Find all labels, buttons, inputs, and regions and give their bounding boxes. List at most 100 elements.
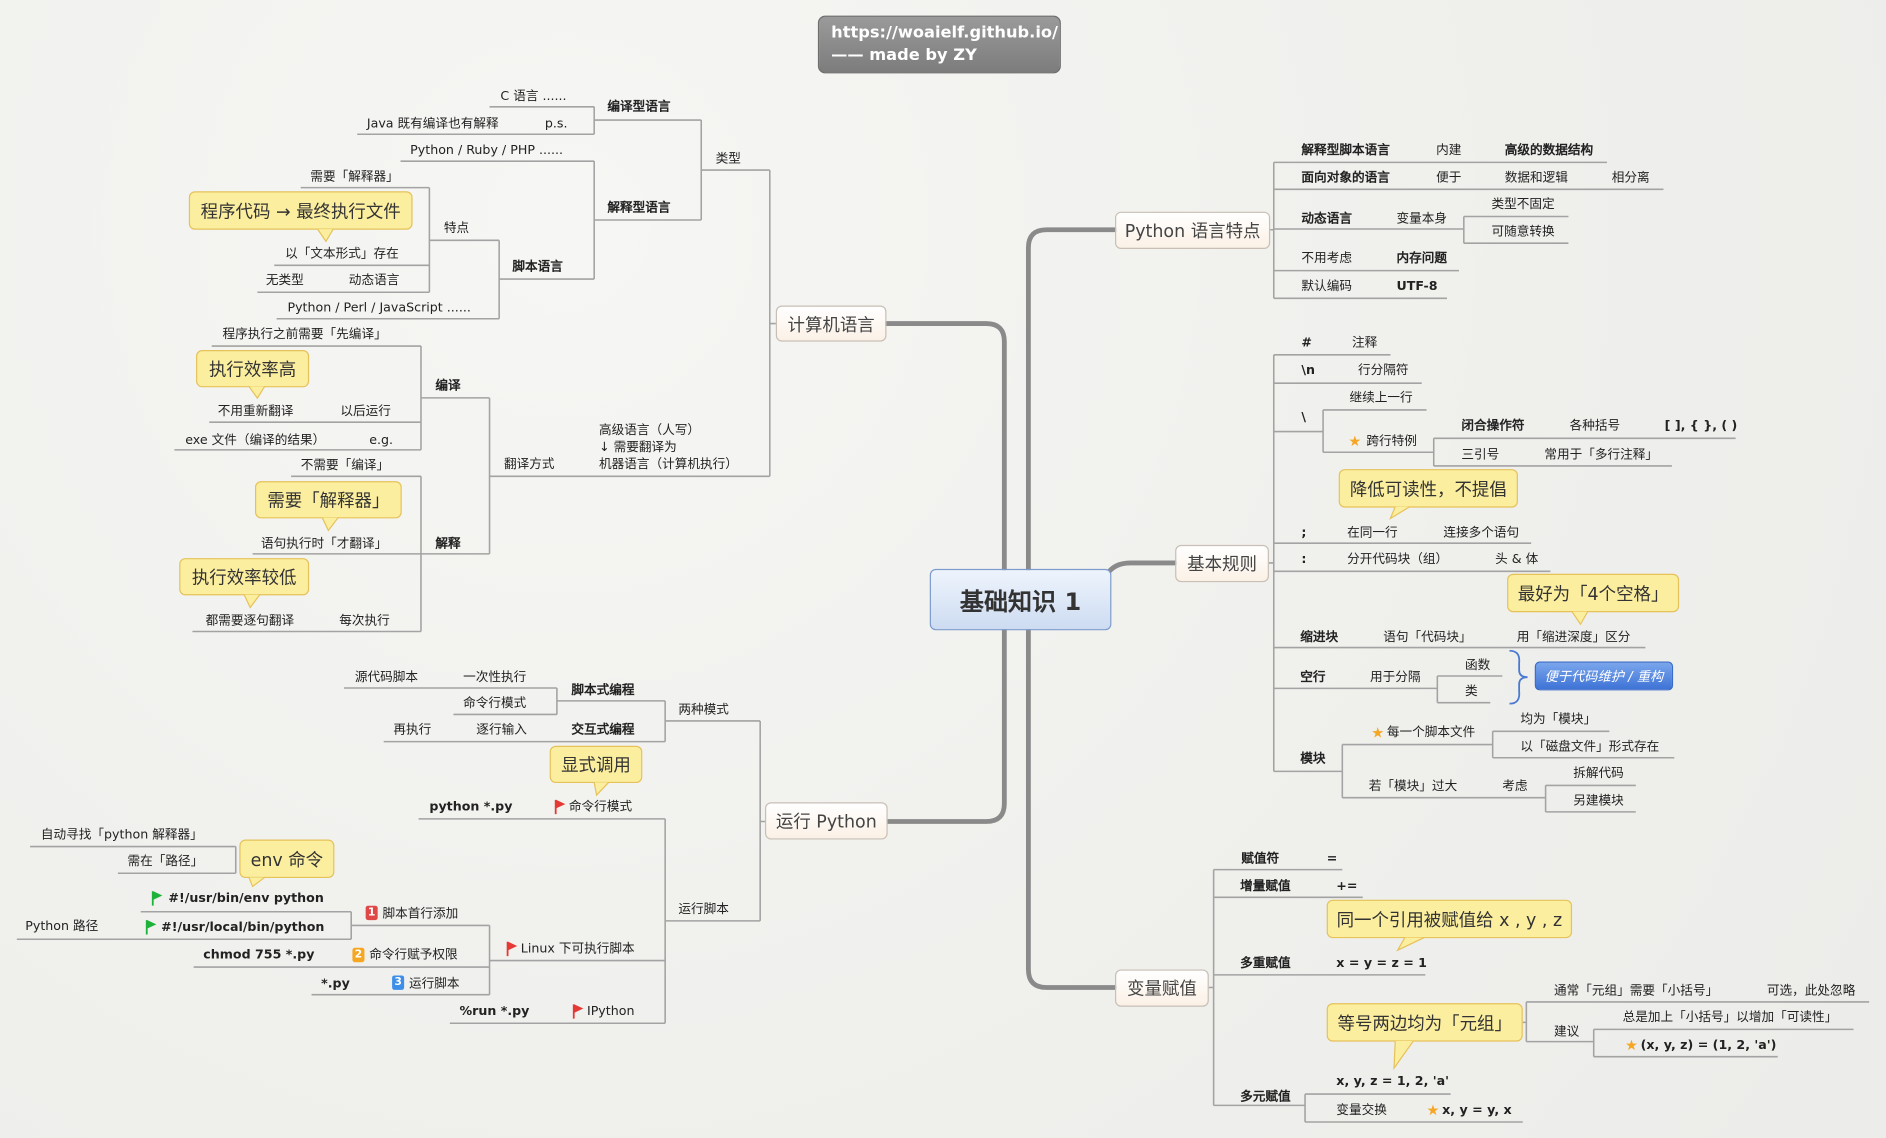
node-assignment[interactable]: 变量赋值 [1114,969,1209,1007]
topic-multi-target[interactable]: 多元赋值 [1240,1090,1291,1105]
topic-run-once[interactable]: 一次性执行 [463,669,527,684]
topic-translate-each[interactable]: 都需要逐句翻译 [205,613,295,628]
topic-run-later[interactable]: 以后运行 [340,404,391,419]
topic-no-compile[interactable]: 不需要「编译」 [300,458,390,473]
topic-statement-block[interactable]: 语句「代码块」 [1383,629,1472,645]
topic-default-encoding[interactable]: 默认编码 [1301,278,1352,293]
topic-step1[interactable]: 脚本首行添加 [382,906,459,921]
topic-line-input[interactable]: 逐行输入 [476,723,527,738]
topic-join-statements[interactable]: 连接多个语句 [1443,525,1520,540]
topic-run-script[interactable]: 运行脚本 [678,902,729,917]
topic-python-perl-js[interactable]: Python / Perl / JavaScript ...... [287,300,471,315]
topic-class[interactable]: 类 [1465,684,1478,700]
topic-hash[interactable]: # [1301,335,1313,350]
topic-blank-line[interactable]: 空行 [1300,669,1326,684]
topic-cmd-mode-2[interactable]: 命令行模式 [568,799,633,814]
topic-java[interactable]: Java 既有编译也有解释 [366,116,499,131]
topic-swap[interactable]: 变量交换 [1336,1102,1387,1118]
topic-dynamic[interactable]: 动态语言 [348,273,400,288]
topic-all-modules[interactable]: 均为「模块」 [1520,712,1597,727]
topic-linux[interactable]: Linux 下可执行脚本 [520,941,635,957]
topic-suggest[interactable]: 建议 [1554,1024,1580,1040]
topic-convenient[interactable]: 便于 [1436,171,1462,186]
root-node[interactable]: 基础知识 1 [929,568,1112,631]
topic-line-separator[interactable]: 行分隔符 [1357,363,1409,378]
topic-too-big[interactable]: 若「模块」过大 [1368,779,1458,795]
topic-indent[interactable]: 缩进块 [1300,629,1339,645]
topic-python-path[interactable]: Python 路径 [25,918,99,934]
topic-each-file[interactable]: 每一个脚本文件 [1386,725,1476,741]
topic-triple-quote[interactable]: 三引号 [1461,447,1500,462]
topic-exception[interactable]: 跨行特例 [1366,433,1417,449]
topic-interpreted-script[interactable]: 解释型脚本语言 [1301,143,1390,158]
topic-augmented[interactable]: 增量赋值 [1240,879,1291,894]
topic-xyz[interactable]: x, y, z = 1, 2, 'a' [1336,1074,1450,1089]
topic-function[interactable]: 函数 [1465,657,1491,672]
topic-script-language[interactable]: 脚本语言 [512,259,563,274]
topic-module[interactable]: 模块 [1300,752,1326,767]
topic-continue-line[interactable]: 继续上一行 [1349,390,1413,406]
topic-cmd-mode[interactable]: 命令行模式 [463,696,527,711]
topic-oop[interactable]: 面向对象的语言 [1301,171,1390,186]
topic-split-code[interactable]: 拆解代码 [1573,766,1624,782]
topic-type-not-fixed[interactable]: 类型不固定 [1491,197,1555,213]
topic-tuple-example[interactable]: (x, y, z) = (1, 2, 'a') [1640,1037,1777,1053]
topic-data-structures[interactable]: 高级的数据结构 [1504,143,1594,158]
topic-chain-example[interactable]: x = y = z = 1 [1336,956,1427,971]
topic-new-module[interactable]: 另建模块 [1573,793,1624,809]
topic-indent-depth[interactable]: 用「缩进深度」区分 [1516,629,1631,645]
topic-multiline-comment[interactable]: 常用于「多行注释」 [1544,447,1659,462]
topic-compile[interactable]: 编译 [435,378,461,394]
topic-consider[interactable]: 考虑 [1502,779,1528,795]
topic-plus-equals[interactable]: += [1336,879,1358,894]
topic-every-time[interactable]: 每次执行 [339,613,390,628]
topic-translation[interactable]: 翻译方式 [503,457,555,472]
topic-shebang-env[interactable]: #!/usr/bin/env python [168,891,324,906]
topic-tuple-paren[interactable]: 通常「元组」需要「小括号」 [1554,983,1719,999]
topic-optional[interactable]: 可选，此处忽略 [1766,983,1856,999]
topic-closing-ops[interactable]: 闭合操作符 [1461,418,1525,434]
topic-untyped[interactable]: 无类型 [265,273,304,288]
topic-multiple[interactable]: 多重赋值 [1240,956,1291,971]
topic-code-block[interactable]: 分开代码块（组） [1347,552,1449,567]
topic-same-line[interactable]: 在同一行 [1347,525,1398,540]
topic-separate-use[interactable]: 用于分隔 [1369,669,1421,684]
topic-data-logic[interactable]: 数据和逻辑 [1504,171,1568,186]
topic-features[interactable]: 特点 [443,221,470,236]
topic-colon[interactable]: : [1301,552,1307,567]
topic-assign-op[interactable]: 赋值符 [1241,851,1280,866]
topic-type[interactable]: 类型 [715,151,741,166]
topic-run-py[interactable]: %run *.py [459,1004,530,1019]
topic-c-language[interactable]: C 语言 ...... [500,88,567,103]
topic-utf8[interactable]: UTF-8 [1396,278,1438,293]
topic-separate[interactable]: 相分离 [1611,171,1650,186]
topic-free-convert[interactable]: 可随意转换 [1491,225,1555,240]
topic-compile-first[interactable]: 程序执行之前需要「先编译」 [222,327,387,342]
maintain-summary-button[interactable]: 便于代码维护 / 重构 [1534,661,1674,691]
topic-memory[interactable]: 内存问题 [1396,251,1447,266]
node-basic-rules[interactable]: 基本规则 [1175,544,1269,583]
topic-always-paren[interactable]: 总是加上「小括号」以增加「可读性」 [1622,1010,1838,1026]
topic-backslash[interactable]: \ [1301,410,1307,425]
topic-interpreted[interactable]: 解释型语言 [607,200,671,215]
topic-needs-interpreter[interactable]: 需要「解释器」 [310,169,399,184]
node-computer-language[interactable]: 计算机语言 [775,305,887,342]
topic-interpret[interactable]: 解释 [435,535,461,551]
topic-bracket-symbols[interactable]: [ ], { }, ( ) [1664,418,1738,434]
node-run-python[interactable]: 运行 Python [764,802,888,840]
topic-equals[interactable]: = [1326,851,1338,866]
topic-script-programming[interactable]: 脚本式编程 [571,682,635,698]
topic-dynamic-language[interactable]: 动态语言 [1301,211,1352,226]
topic-swap-example[interactable]: x, y = y, x [1442,1102,1512,1118]
topic-brackets[interactable]: 各种括号 [1569,418,1621,434]
topic-newline[interactable]: \n [1301,363,1316,378]
topic-chmod[interactable]: chmod 755 *.py [203,947,315,962]
topic-semicolon[interactable]: ; [1301,525,1307,540]
topic-python-ruby-php[interactable]: Python / Ruby / PHP ...... [410,143,564,158]
topic-compiled[interactable]: 编译型语言 [607,100,671,115]
topic-auto-find[interactable]: 自动寻找「python 解释器」 [40,827,203,842]
topic-no-retranslate[interactable]: 不用重新翻译 [217,404,294,419]
topic-no-worry[interactable]: 不用考虑 [1301,251,1352,266]
topic-python-py[interactable]: python *.py [429,799,513,814]
topic-step3[interactable]: 运行脚本 [408,976,460,991]
